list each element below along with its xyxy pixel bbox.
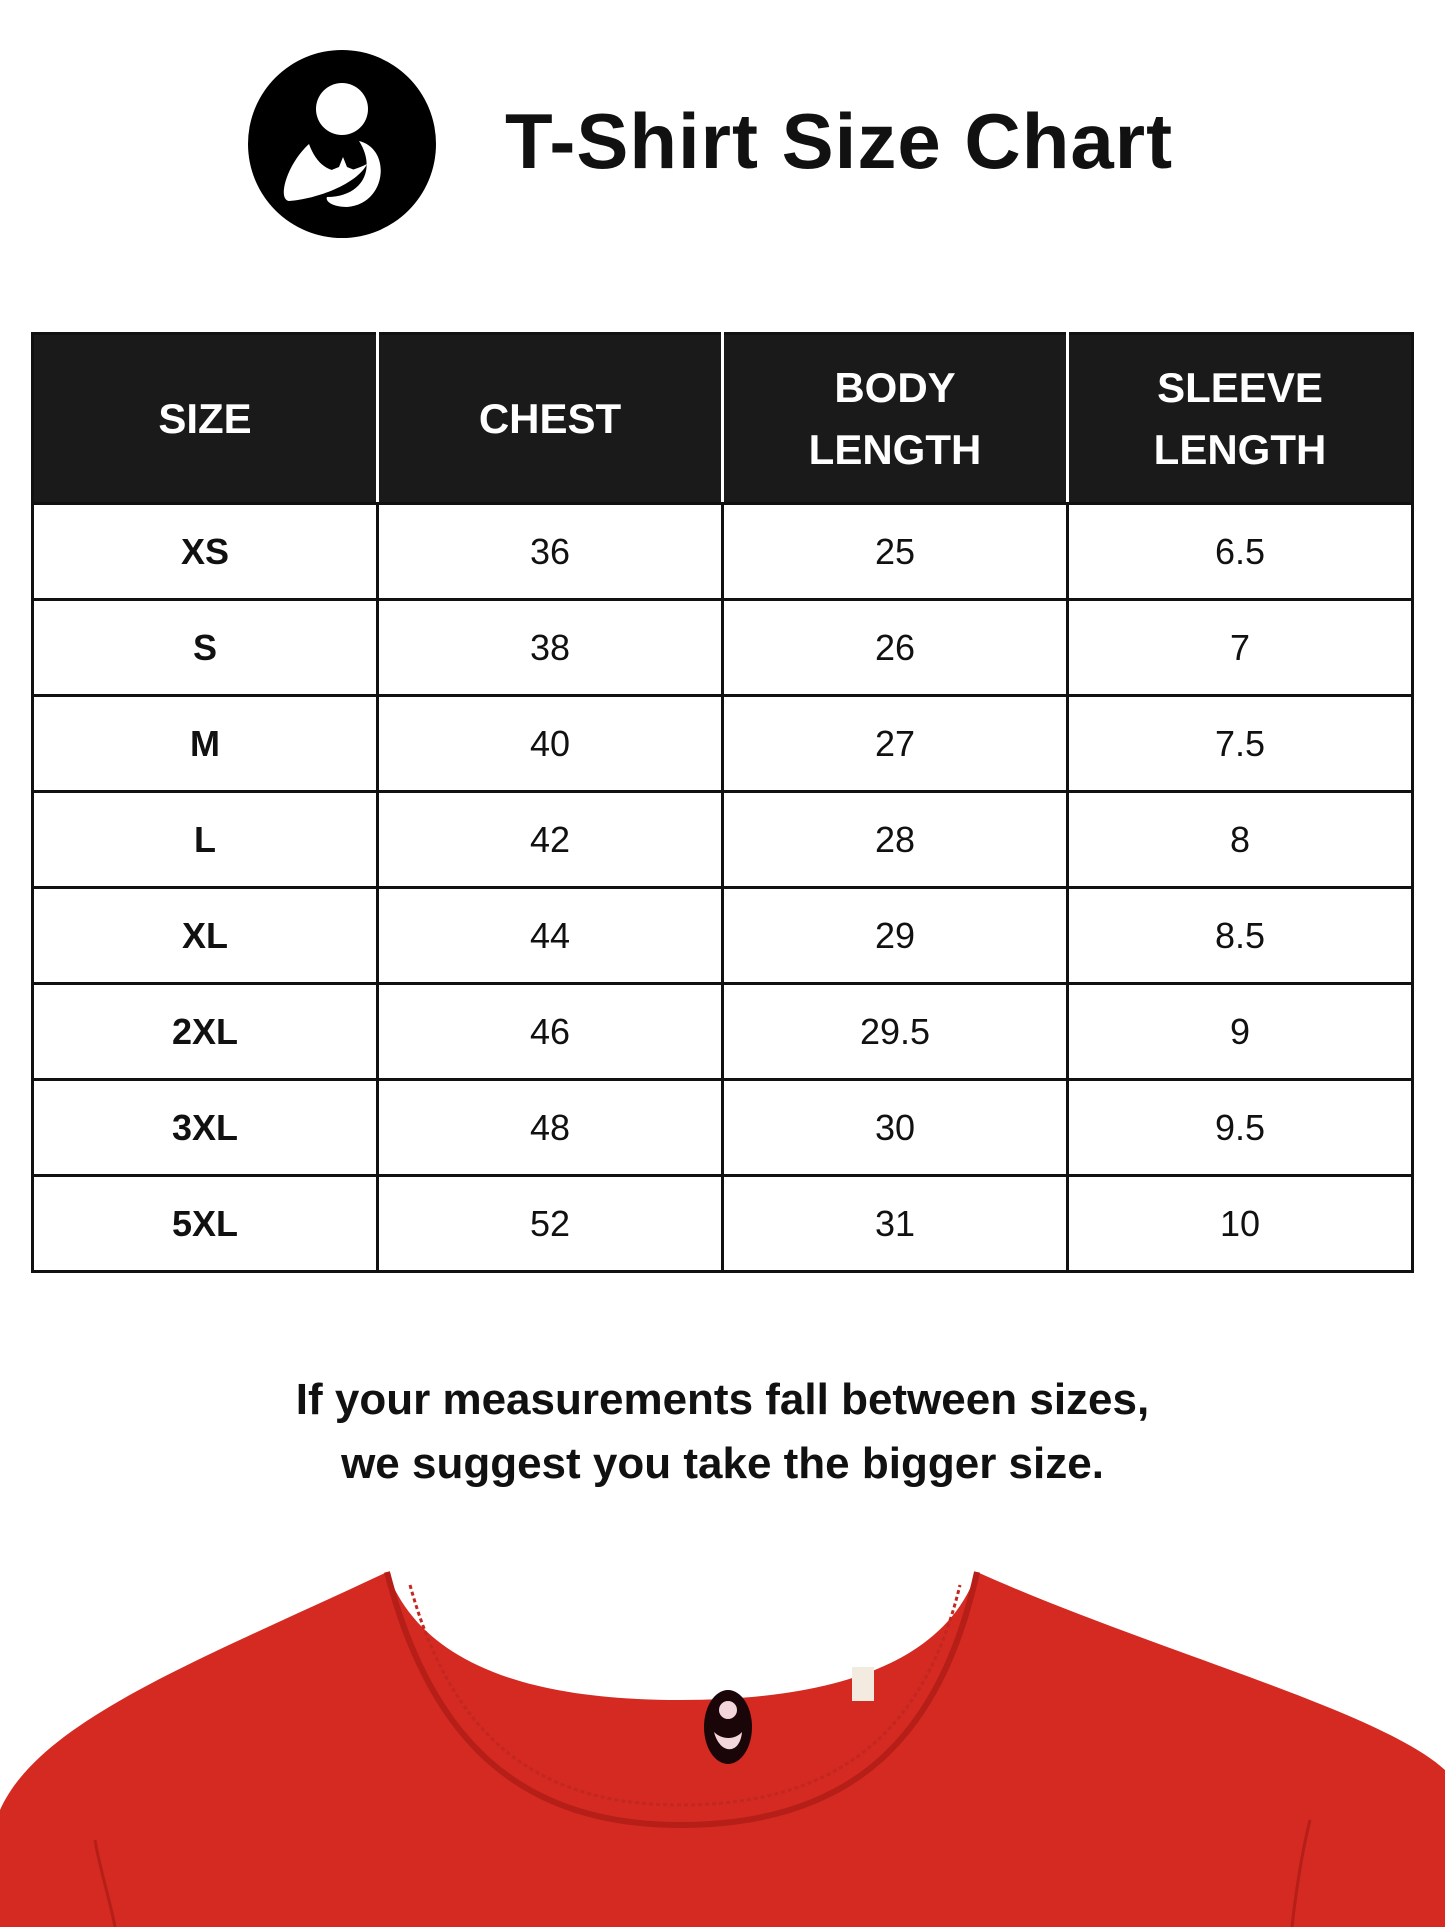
page-title: T-Shirt Size Chart — [505, 97, 1174, 185]
measurement-cell: 36 — [376, 502, 724, 601]
red-tshirt-image — [0, 1571, 1445, 1927]
table-row: 5XL 52 31 10 — [31, 1174, 1414, 1273]
table-row: 3XL 48 30 9.5 — [31, 1078, 1414, 1177]
table-row: L 42 28 8 — [31, 790, 1414, 889]
size-chart-table: SIZE CHEST BODY LENGTH SLEEVE LENGTH XS 36 25 6.… — [31, 332, 1414, 1273]
measurement-cell: 31 — [721, 1174, 1069, 1273]
column-header: SLEEVE LENGTH — [1066, 332, 1414, 505]
size-cell: XS — [31, 502, 379, 601]
measurement-cell: 30 — [721, 1078, 1069, 1177]
measurement-cell: 27 — [721, 694, 1069, 793]
column-header-line: CHEST — [478, 394, 622, 442]
measurement-cell: 9.5 — [1066, 1078, 1414, 1177]
table-row: 2XL 46 29.5 9 — [31, 982, 1414, 1081]
measurement-cell: 26 — [721, 598, 1069, 697]
table-row: XS 36 25 6.5 — [31, 502, 1414, 601]
size-cell: XL — [31, 886, 379, 985]
measurement-cell: 29.5 — [721, 982, 1069, 1081]
size-cell: L — [31, 790, 379, 889]
measurement-cell: 29 — [721, 886, 1069, 985]
measurement-cell: 52 — [376, 1174, 724, 1273]
column-header: SIZE — [31, 332, 379, 505]
measurement-cell: 48 — [376, 1078, 724, 1177]
measurement-cell: 40 — [376, 694, 724, 793]
size-cell: S — [31, 598, 379, 697]
column-header: CHEST — [376, 332, 724, 505]
column-header-line: LENGTH — [1153, 425, 1327, 473]
measurement-cell: 10 — [1066, 1174, 1414, 1273]
collar-logo-icon — [704, 1690, 752, 1764]
brand-logo-icon — [248, 50, 436, 238]
measurement-cell: 7 — [1066, 598, 1414, 697]
column-header-line: SLEEVE — [1157, 363, 1323, 411]
measurement-cell: 8.5 — [1066, 886, 1414, 985]
table-header-row: SIZE CHEST BODY LENGTH SLEEVE LENGTH — [31, 332, 1414, 505]
measurement-cell: 8 — [1066, 790, 1414, 889]
note-line: If your measurements fall between sizes, — [295, 1375, 1150, 1424]
measurement-cell: 9 — [1066, 982, 1414, 1081]
table-row: M 40 27 7.5 — [31, 694, 1414, 793]
column-header-line: LENGTH — [808, 425, 982, 473]
table-row: S 38 26 7 — [31, 598, 1414, 697]
column-header-line: BODY — [834, 363, 956, 411]
size-cell: 5XL — [31, 1174, 379, 1273]
column-header-line: SIZE — [158, 394, 252, 442]
size-tag — [852, 1667, 874, 1701]
measurement-cell: 42 — [376, 790, 724, 889]
measurement-cell: 25 — [721, 502, 1069, 601]
measurement-cell: 6.5 — [1066, 502, 1414, 601]
note-line: we suggest you take the bigger size. — [341, 1439, 1104, 1488]
size-cell: 3XL — [31, 1078, 379, 1177]
size-advice-note: If your measurements fall between sizes,… — [0, 1368, 1445, 1496]
measurement-cell: 44 — [376, 886, 724, 985]
size-cell: 2XL — [31, 982, 379, 1081]
column-header: BODY LENGTH — [721, 332, 1069, 505]
table-row: XL 44 29 8.5 — [31, 886, 1414, 985]
measurement-cell: 46 — [376, 982, 724, 1081]
measurement-cell: 28 — [721, 790, 1069, 889]
measurement-cell: 38 — [376, 598, 724, 697]
measurement-cell: 7.5 — [1066, 694, 1414, 793]
size-cell: M — [31, 694, 379, 793]
